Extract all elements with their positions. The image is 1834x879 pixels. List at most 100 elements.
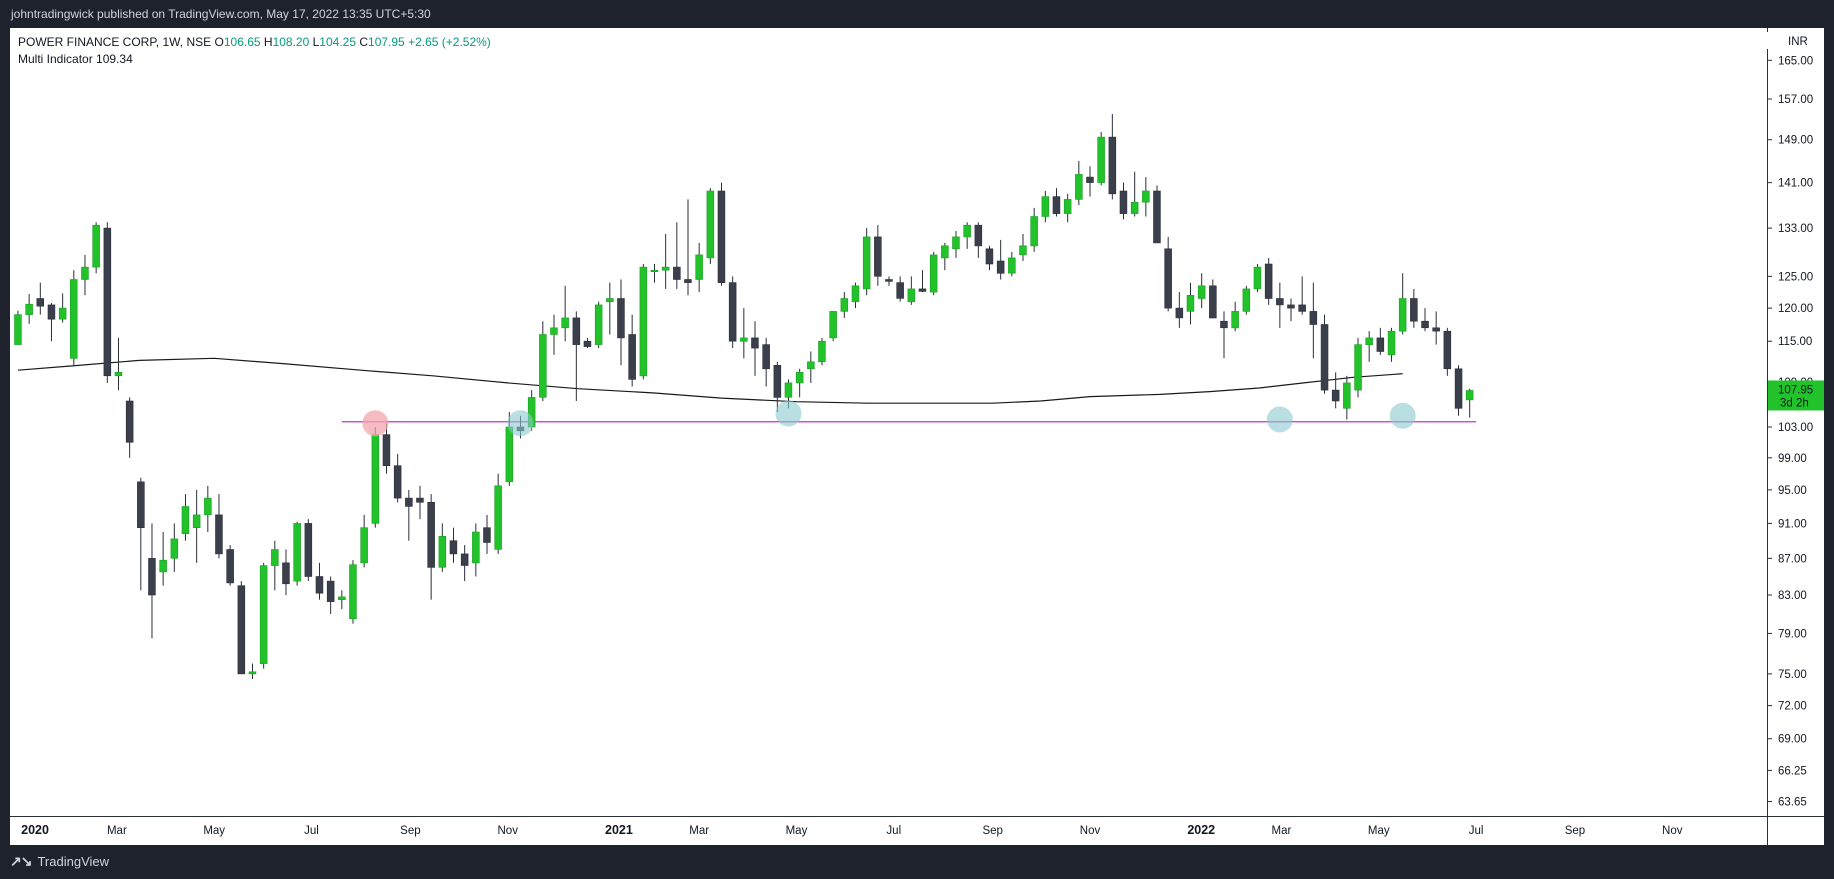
candle <box>829 311 837 342</box>
candle <box>583 337 592 349</box>
candle-body <box>304 523 313 577</box>
candle-body <box>851 285 860 302</box>
candle <box>14 310 22 345</box>
candle <box>137 477 145 591</box>
candle <box>460 545 469 582</box>
candle-body <box>170 538 179 559</box>
candle <box>1030 207 1038 252</box>
candle-body <box>1119 190 1128 214</box>
candle <box>1253 264 1262 293</box>
x-tick-label: May <box>203 825 225 837</box>
legend-ohlc-row: POWER FINANCE CORP, 1W, NSE O106.65 H108… <box>18 34 491 51</box>
candle <box>1298 276 1306 315</box>
y-tick-label: 133.00 <box>1778 223 1813 235</box>
legend-symbol[interactable]: POWER FINANCE CORP, 1W, NSE <box>18 35 212 49</box>
candle <box>963 222 971 249</box>
candle <box>259 562 268 669</box>
candle <box>1041 190 1050 223</box>
x-tick-label: May <box>1368 825 1390 837</box>
candle <box>1153 185 1161 244</box>
candle-body <box>483 527 491 543</box>
x-tick-label: Jul <box>304 825 319 837</box>
support-touch-marker <box>1266 406 1293 433</box>
candle-body <box>773 364 782 398</box>
x-tick-label: 2020 <box>21 823 49 837</box>
chart-frame[interactable] <box>10 28 1824 845</box>
candle-body <box>181 506 190 535</box>
candle-body <box>1253 266 1262 290</box>
candle <box>1454 365 1463 416</box>
candle-body <box>1108 136 1117 195</box>
marker-layer <box>362 400 1416 437</box>
candle <box>360 514 368 568</box>
candle-body <box>1030 216 1038 247</box>
y-tick-label: 66.25 <box>1778 765 1807 777</box>
candle <box>1220 311 1228 359</box>
candle-body <box>259 565 268 664</box>
candle-body <box>326 580 335 602</box>
candle-body <box>1242 288 1251 312</box>
candle <box>494 473 502 554</box>
candle <box>896 276 904 302</box>
candle <box>673 222 681 289</box>
candle <box>1354 337 1362 398</box>
candle-body <box>717 190 726 283</box>
candle <box>449 527 458 563</box>
legend-indicator-name[interactable]: Multi Indicator <box>18 52 93 66</box>
candle <box>427 494 435 600</box>
candle <box>617 279 625 366</box>
candle-body <box>1376 337 1385 352</box>
candle <box>472 523 480 577</box>
candle-body <box>1220 320 1228 329</box>
candle-body <box>1387 330 1396 356</box>
x-tick-label: Mar <box>107 825 127 837</box>
candle-body <box>684 279 692 283</box>
candle-body <box>1130 201 1139 214</box>
candle-body <box>1343 382 1351 409</box>
candle-body <box>371 434 380 524</box>
candle-body <box>929 254 938 293</box>
candle <box>338 590 346 610</box>
y-tick-label: 141.00 <box>1778 178 1813 190</box>
candle <box>1320 314 1329 394</box>
candle-body <box>1041 196 1050 217</box>
candle-body <box>1443 330 1452 370</box>
x-tick-label: Jul <box>1469 825 1484 837</box>
candle <box>974 222 983 258</box>
tradingview-brand[interactable]: ↗↘ TradingView <box>10 853 109 870</box>
candle-body <box>192 514 201 529</box>
candle <box>416 485 424 520</box>
candle <box>125 397 134 458</box>
candle-body <box>1276 298 1284 306</box>
candle <box>661 233 670 289</box>
candle <box>874 225 882 286</box>
legend-high-label: H <box>263 35 273 49</box>
last-price-badge <box>1768 380 1824 411</box>
candle-body <box>1264 263 1273 299</box>
candle <box>1376 327 1385 355</box>
y-tick-label: 91.00 <box>1778 518 1807 530</box>
candle <box>248 663 257 680</box>
candle-body <box>1320 324 1329 391</box>
chart-legend: POWER FINANCE CORP, 1W, NSE O106.65 H108… <box>18 34 491 68</box>
candle <box>25 293 33 324</box>
bar-countdown: 3d 2h <box>1780 397 1809 409</box>
candle-body <box>416 497 424 503</box>
candle <box>1063 193 1072 223</box>
candle <box>226 545 234 586</box>
last-price-value: 107.95 <box>1778 384 1813 396</box>
candle <box>371 426 380 528</box>
y-tick-label: 165.00 <box>1778 55 1813 67</box>
candle <box>1410 288 1418 328</box>
candle <box>907 276 916 305</box>
candle-body <box>58 307 67 320</box>
legend-open-value: 106.65 <box>223 35 261 49</box>
candle-body <box>1309 311 1318 325</box>
candle-body <box>907 288 916 302</box>
candle-body <box>237 585 246 675</box>
candle <box>1130 171 1139 217</box>
candle-body <box>617 298 625 339</box>
moving-average-layer <box>17 357 1403 404</box>
candle <box>1075 160 1083 206</box>
